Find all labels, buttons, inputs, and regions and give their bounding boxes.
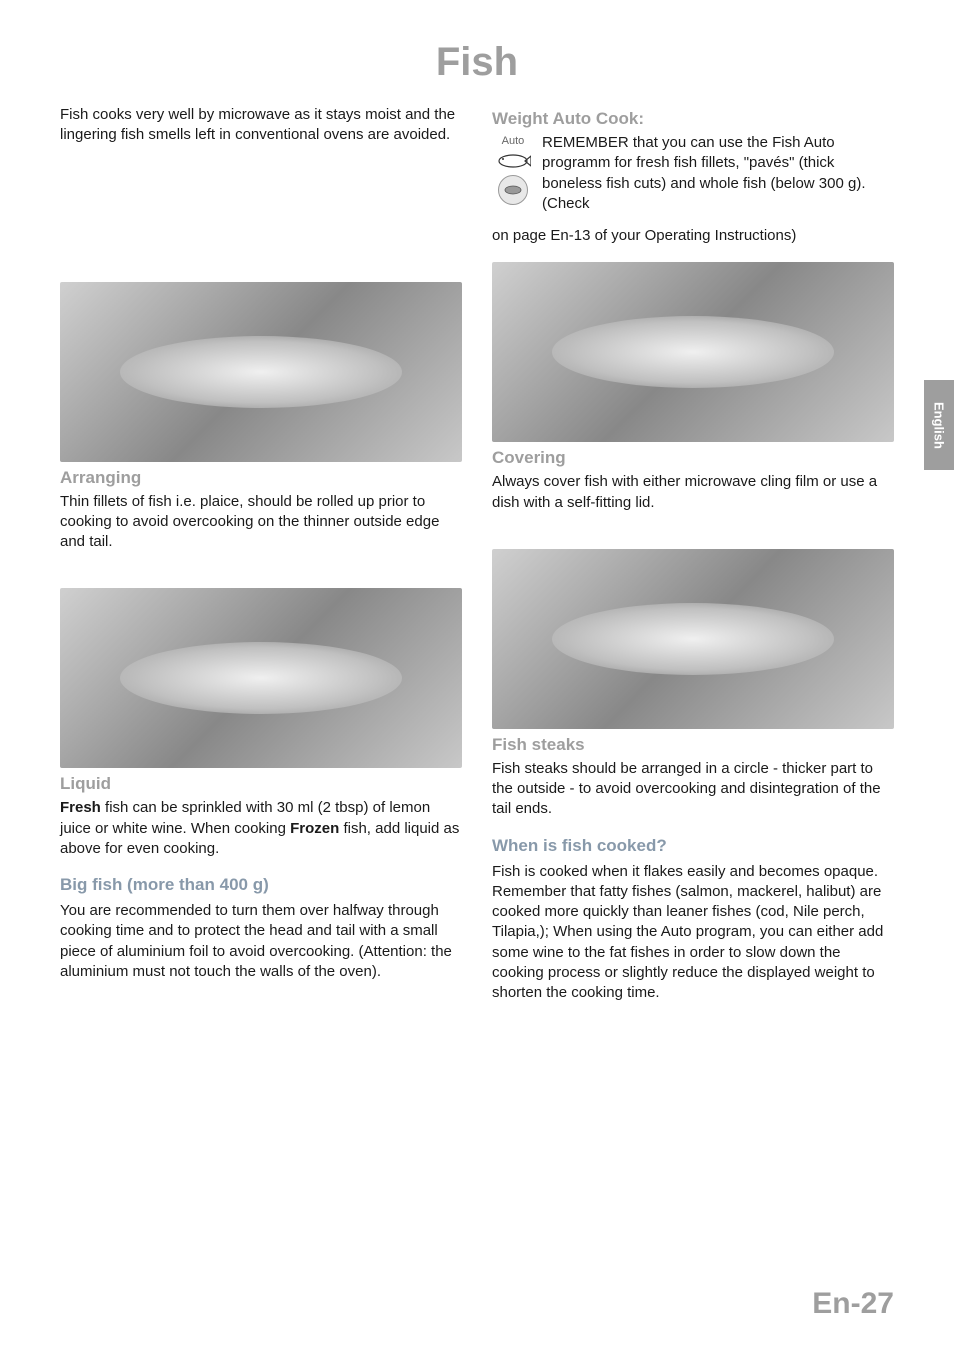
left-column: Fish cooks very well by microwave as it … <box>60 105 462 1019</box>
liquid-body: Fresh fish can be sprinkled with 30 ml (… <box>60 798 462 859</box>
covering-heading: Covering <box>492 448 894 468</box>
when-cooked-heading: When is fish cooked? <box>492 836 894 856</box>
whole-fish-icon <box>498 175 528 205</box>
arranging-heading: Arranging <box>60 468 462 488</box>
fish-steaks-photo <box>492 549 894 729</box>
weight-auto-body-after: on page En-13 of your Operating Instruct… <box>492 226 894 246</box>
right-column: Weight Auto Cook: Auto REMEMBER tha <box>492 105 894 1019</box>
language-tab-label: English <box>932 402 947 449</box>
arranging-photo <box>60 282 462 462</box>
covering-photo <box>492 262 894 442</box>
fish-icon <box>492 151 534 171</box>
weight-auto-heading: Weight Auto Cook: <box>492 109 894 129</box>
intro-text: Fish cooks very well by microwave as it … <box>60 105 462 146</box>
covering-body: Always cover fish with either microwave … <box>492 472 894 513</box>
language-tab: English <box>924 380 954 470</box>
liquid-heading: Liquid <box>60 774 462 794</box>
content-columns: Fish cooks very well by microwave as it … <box>60 105 894 1019</box>
auto-icon-column: Auto <box>492 133 534 214</box>
spacer <box>60 162 462 282</box>
fish-steaks-body: Fish steaks should be arranged in a circ… <box>492 759 894 820</box>
liquid-photo <box>60 588 462 768</box>
liquid-bold-frozen: Frozen <box>290 820 339 837</box>
arranging-body: Thin fillets of fish i.e. plaice, should… <box>60 492 462 553</box>
liquid-bold-fresh: Fresh <box>60 799 101 816</box>
page-number: En-27 <box>812 1287 894 1321</box>
weight-auto-body: REMEMBER that you can use the Fish Auto … <box>542 133 894 214</box>
bigfish-heading: Big fish (more than 400 g) <box>60 875 462 895</box>
auto-label: Auto <box>492 133 534 149</box>
bigfish-body: You are recommended to turn them over ha… <box>60 901 462 982</box>
when-cooked-body: Fish is cooked when it flakes easily and… <box>492 862 894 1004</box>
page-title: Fish <box>60 40 894 85</box>
weight-auto-block: Auto REMEMBER that you can use the Fish … <box>492 133 894 214</box>
fish-steaks-heading: Fish steaks <box>492 735 894 755</box>
